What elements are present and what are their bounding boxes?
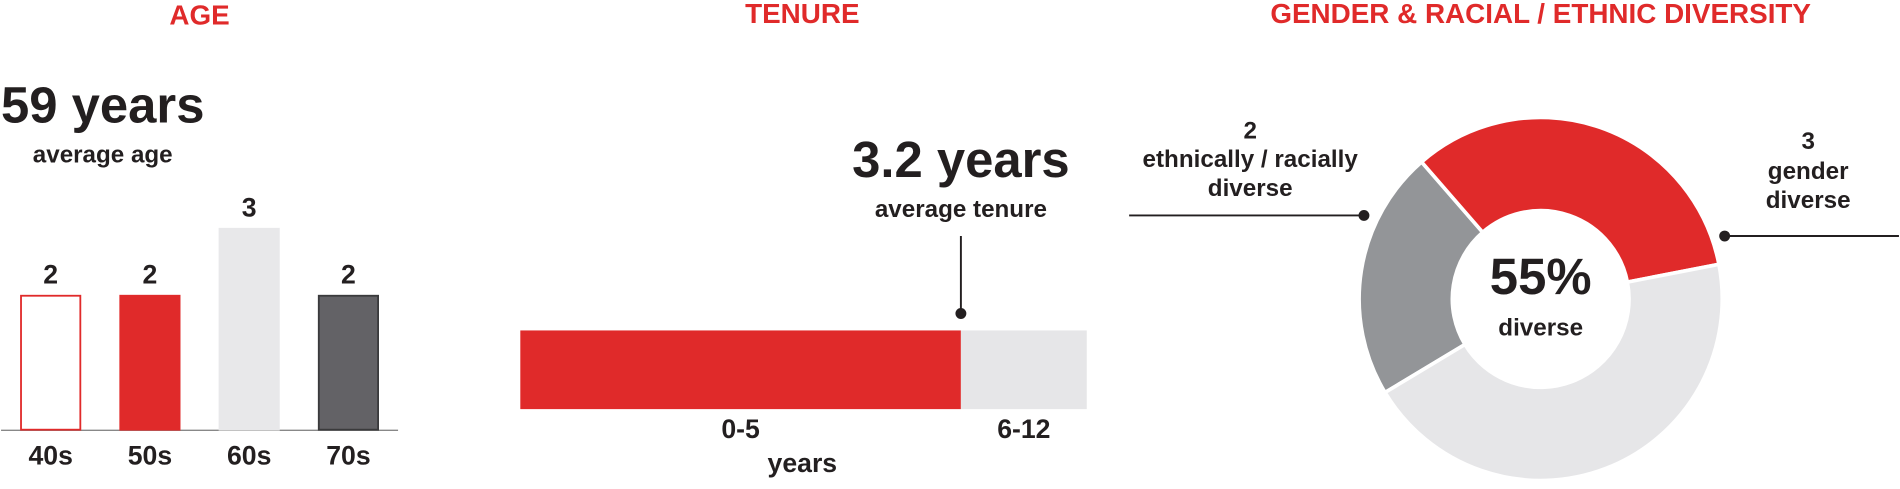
segment-label: gender diverse bbox=[1765, 158, 1851, 215]
category-label: 6-12 bbox=[997, 414, 1050, 444]
value-label: 3 bbox=[1801, 128, 1814, 155]
donut-segment bbox=[1357, 159, 1486, 395]
subtitle: average age bbox=[33, 142, 173, 169]
value-label: 2 bbox=[341, 259, 356, 289]
chart-title: GENDER & RACIAL / ETHNIC DIVERSITY bbox=[1270, 0, 1811, 29]
label-box: gender diverse bbox=[1765, 158, 1851, 215]
headline: 59 years bbox=[1, 76, 205, 133]
pointer-dot bbox=[955, 308, 967, 319]
value-label: 3 bbox=[242, 192, 257, 222]
value-label: 2 bbox=[1243, 117, 1256, 144]
category-label: 50s bbox=[128, 441, 172, 471]
subtitle: average tenure bbox=[875, 196, 1047, 223]
bar bbox=[218, 227, 280, 431]
label-box: ethnically / racially diverse bbox=[1142, 146, 1358, 203]
category-label: 0-5 bbox=[721, 414, 760, 444]
chart-title: TENURE bbox=[745, 0, 859, 29]
leader-dot bbox=[1358, 210, 1370, 221]
bar-segment bbox=[960, 330, 1087, 410]
donut-segment bbox=[1418, 115, 1722, 285]
center-label: diverse bbox=[1498, 315, 1583, 342]
bar bbox=[119, 294, 181, 431]
segment-label: ethnically / racially diverse bbox=[1142, 146, 1358, 203]
category-label: 70s bbox=[326, 441, 370, 471]
bar bbox=[317, 294, 379, 431]
category-label: 40s bbox=[28, 441, 72, 471]
value-label: 2 bbox=[43, 259, 58, 289]
chart-title: AGE bbox=[169, 0, 229, 30]
value-label: 2 bbox=[143, 259, 158, 289]
category-label: 60s bbox=[227, 441, 271, 471]
bar bbox=[20, 294, 82, 431]
donut-segment bbox=[1382, 262, 1725, 483]
bar-segment bbox=[520, 330, 961, 410]
center-value: 55% bbox=[1490, 248, 1592, 305]
leader-dot bbox=[1719, 230, 1731, 242]
headline: 3.2 years bbox=[852, 131, 1070, 188]
axis-label: years bbox=[768, 448, 838, 478]
